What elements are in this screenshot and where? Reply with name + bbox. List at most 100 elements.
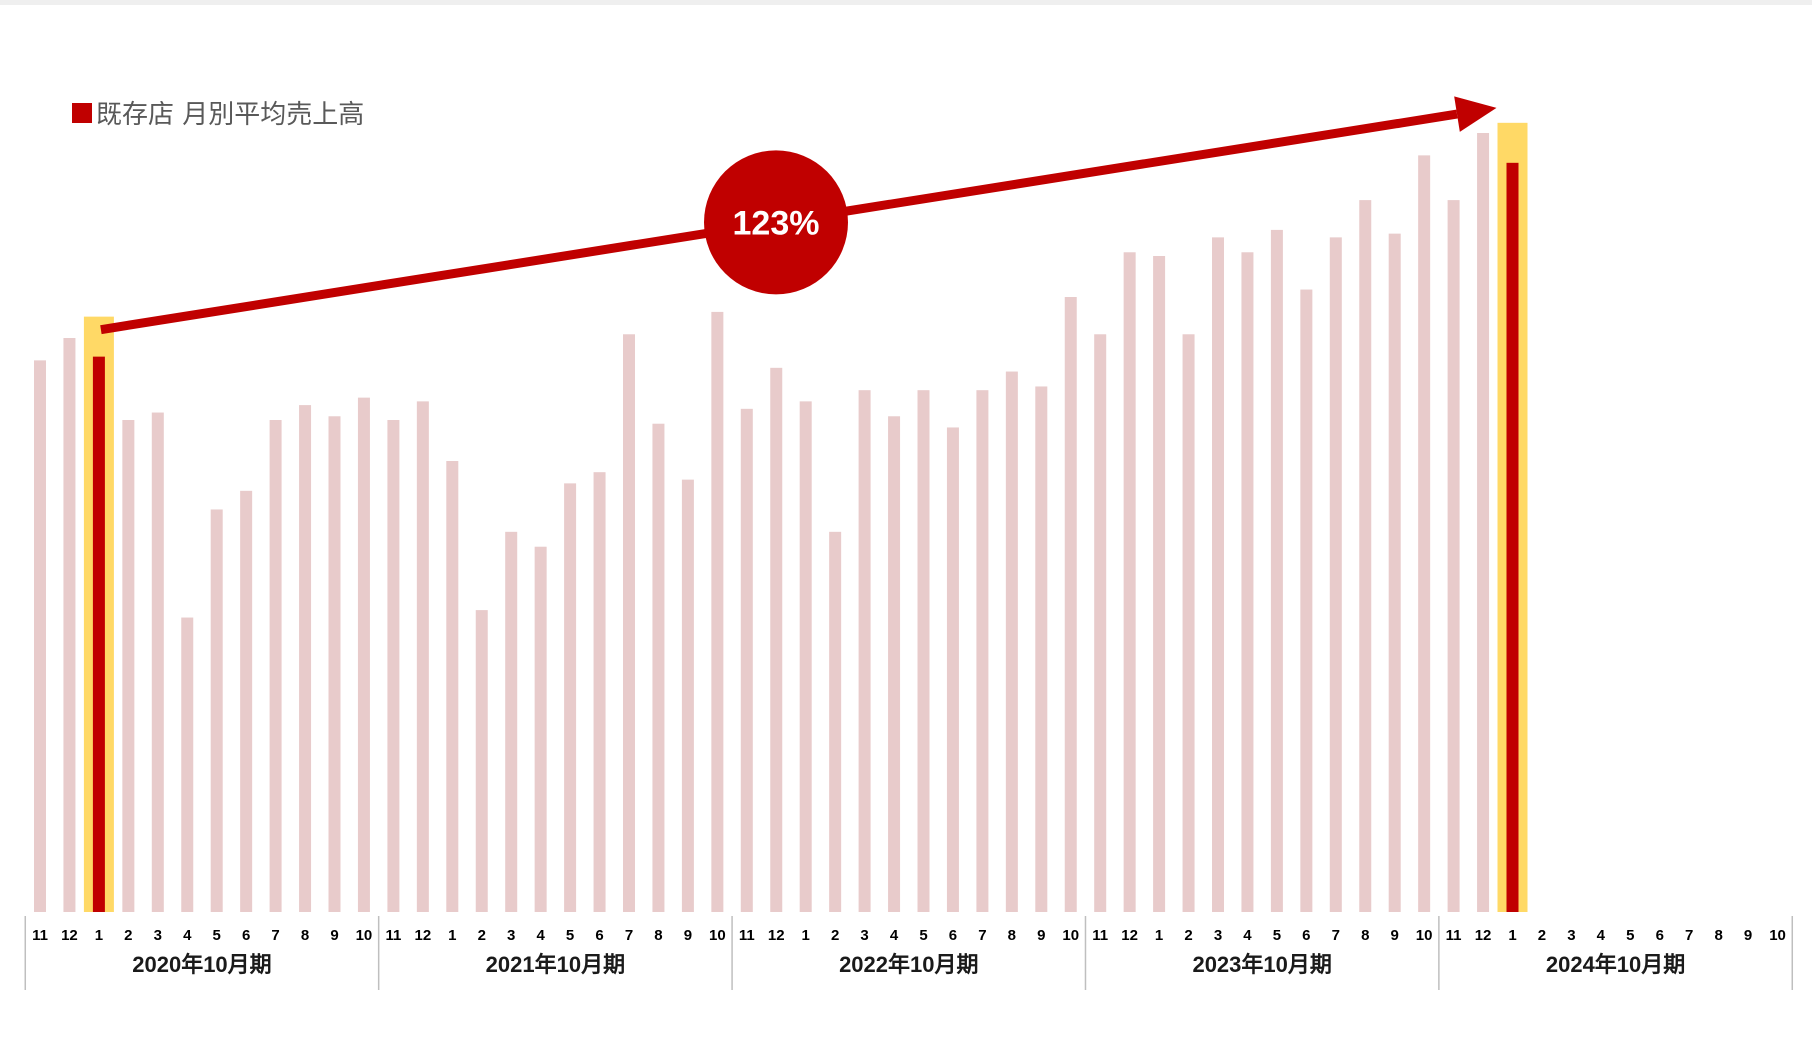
bar [1035,386,1048,912]
x-tick-label: 4 [536,927,545,944]
bar [652,423,665,912]
bar [799,401,812,912]
arrow-layer: 123% [100,96,1497,335]
x-tick-label: 10 [356,927,373,944]
bar [446,461,459,912]
x-tick-label: 5 [919,927,927,944]
x-tick-label: 6 [1302,927,1310,944]
bar [1094,334,1107,913]
x-tick-label: 11 [739,927,755,944]
bar [770,367,783,912]
bar [416,401,429,912]
bar [1241,252,1254,913]
bar [1005,371,1018,913]
growth-badge-label: 123% [733,204,820,242]
x-group-label: 2020年10月期 [132,952,271,977]
legend-label: 既存店 月別平均売上高 [96,100,365,130]
x-tick-label: 7 [1332,927,1340,944]
x-tick-label: 5 [1273,927,1281,944]
bar [63,338,76,912]
x-tick-label: 2 [124,927,132,944]
legend: 既存店 月別平均売上高 [72,94,364,131]
bar [210,509,223,912]
bar [240,490,253,912]
bar [534,546,547,912]
bar [564,483,577,912]
x-tick-label: 1 [1508,927,1516,944]
bar [888,416,901,912]
x-tick-label: 9 [1391,927,1399,944]
x-tick-label: 10 [1062,927,1079,944]
x-tick-label: 10 [1416,927,1433,944]
x-tick-label: 7 [978,927,986,944]
x-tick-label: 12 [61,927,78,944]
x-tick-label: 4 [1243,927,1252,944]
x-tick-label: 12 [415,927,432,944]
bar [122,420,135,912]
bar [1123,252,1136,913]
x-tick-label: 8 [1714,927,1722,944]
bar [1064,297,1077,912]
x-tick-label: 10 [709,927,726,944]
x-tick-label: 3 [1567,927,1575,944]
x-tick-label: 1 [448,927,456,944]
x-tick-label: 9 [1037,927,1045,944]
bar [917,390,930,912]
x-tick-label: 9 [684,927,692,944]
x-tick-label: 1 [95,927,103,944]
x-tick-label: 7 [625,927,633,944]
x-group-label: 2023年10月期 [1192,952,1331,977]
x-tick-label: 11 [32,927,48,944]
x-tick-label: 6 [242,927,250,944]
x-tick-label: 7 [1685,927,1693,944]
growth-badge [704,150,848,295]
bar [623,334,635,913]
bar [1300,289,1313,913]
bar [34,360,46,912]
x-tick-label: 4 [1597,927,1606,944]
x-tick-label: 6 [595,927,603,944]
x-tick-label: 2 [1184,927,1192,944]
x-tick-label: 3 [507,927,515,944]
x-tick-label: 11 [1092,927,1108,944]
bar [1447,200,1460,912]
bar [946,427,959,912]
x-tick-label: 7 [271,927,279,944]
bar [299,405,312,912]
x-tick-label: 2 [478,927,486,944]
x-tick-label: 11 [1446,927,1462,944]
bar [1418,155,1431,912]
bar-highlighted [92,356,105,912]
bar [1153,256,1166,912]
bar [593,472,606,912]
x-tick-label: 2 [1538,927,1546,944]
bar [1359,200,1372,912]
x-tick-label: 6 [949,927,957,944]
bar [1212,237,1224,912]
growth-arrow-head [1454,96,1497,132]
x-group-label: 2022年10月期 [839,952,978,977]
x-tick-label: 2 [831,927,839,944]
x-group-label: 2024年10月期 [1546,952,1685,977]
x-tick-label: 12 [1121,927,1138,944]
bar [976,390,989,912]
bar [1270,229,1283,913]
bar [1477,133,1490,912]
bar [681,479,694,912]
bar-layer [34,133,1519,913]
bar [711,311,724,913]
x-tick-label: 9 [1744,927,1752,944]
x-tick-label: 3 [860,927,868,944]
x-tick-label: 12 [1475,927,1492,944]
x-tick-label: 6 [1656,927,1664,944]
x-tick-label: 11 [385,927,401,944]
top-band [0,0,1812,5]
x-tick-label: 8 [1008,927,1016,944]
x-tick-label: 4 [890,927,899,944]
bar [858,390,871,912]
x-tick-label: 9 [330,927,338,944]
bar [328,416,341,912]
x-tick-label: 3 [1214,927,1222,944]
